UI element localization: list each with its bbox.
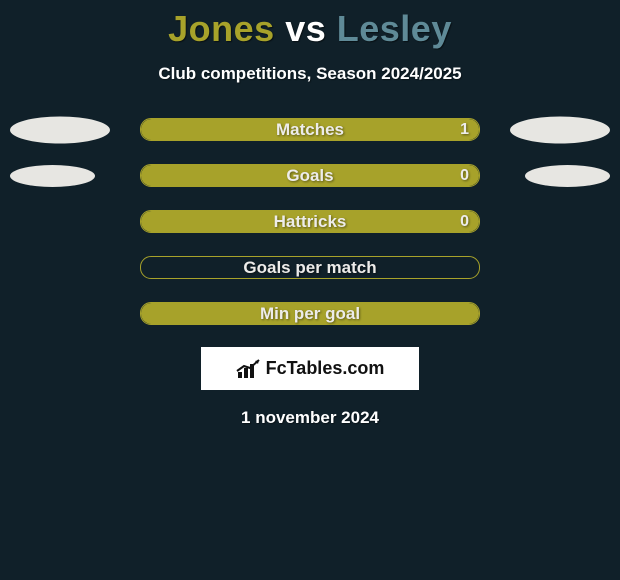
stat-bar: Goals 0 bbox=[140, 164, 480, 187]
stat-label: Matches bbox=[276, 120, 344, 140]
date-text: 1 november 2024 bbox=[0, 408, 620, 428]
stat-label: Goals bbox=[286, 166, 333, 186]
comparison-title: Jones vs Lesley bbox=[0, 0, 620, 50]
player1-name: Jones bbox=[168, 8, 275, 49]
stat-bar: Min per goal bbox=[140, 302, 480, 325]
stat-row: Min per goal bbox=[0, 302, 620, 325]
stat-label: Goals per match bbox=[243, 258, 376, 278]
right-ellipse bbox=[525, 165, 610, 187]
stat-value-right: 0 bbox=[460, 213, 469, 231]
stat-row: Goals 0 bbox=[0, 164, 620, 187]
player2-name: Lesley bbox=[337, 8, 452, 49]
logo-box: FcTables.com bbox=[201, 347, 419, 390]
stat-row: Hattricks 0 bbox=[0, 210, 620, 233]
stat-bar: Hattricks 0 bbox=[140, 210, 480, 233]
stat-value-right: 0 bbox=[460, 167, 469, 185]
logo: FcTables.com bbox=[236, 358, 385, 380]
subtitle: Club competitions, Season 2024/2025 bbox=[0, 64, 620, 84]
vs-text: vs bbox=[285, 8, 326, 49]
left-ellipse bbox=[10, 116, 110, 143]
stat-bar: Goals per match bbox=[140, 256, 480, 279]
stat-bar: Matches 1 bbox=[140, 118, 480, 141]
logo-text: FcTables.com bbox=[266, 358, 385, 379]
stat-rows: Matches 1 Goals 0 Hattricks 0 Goals per match M… bbox=[0, 118, 620, 325]
stat-value-right: 1 bbox=[460, 121, 469, 139]
right-ellipse bbox=[510, 116, 610, 143]
stat-row: Goals per match bbox=[0, 256, 620, 279]
left-ellipse bbox=[10, 165, 95, 187]
stat-row: Matches 1 bbox=[0, 118, 620, 141]
stat-label: Hattricks bbox=[274, 212, 347, 232]
logo-chart-icon bbox=[236, 358, 262, 380]
stat-label: Min per goal bbox=[260, 304, 360, 324]
